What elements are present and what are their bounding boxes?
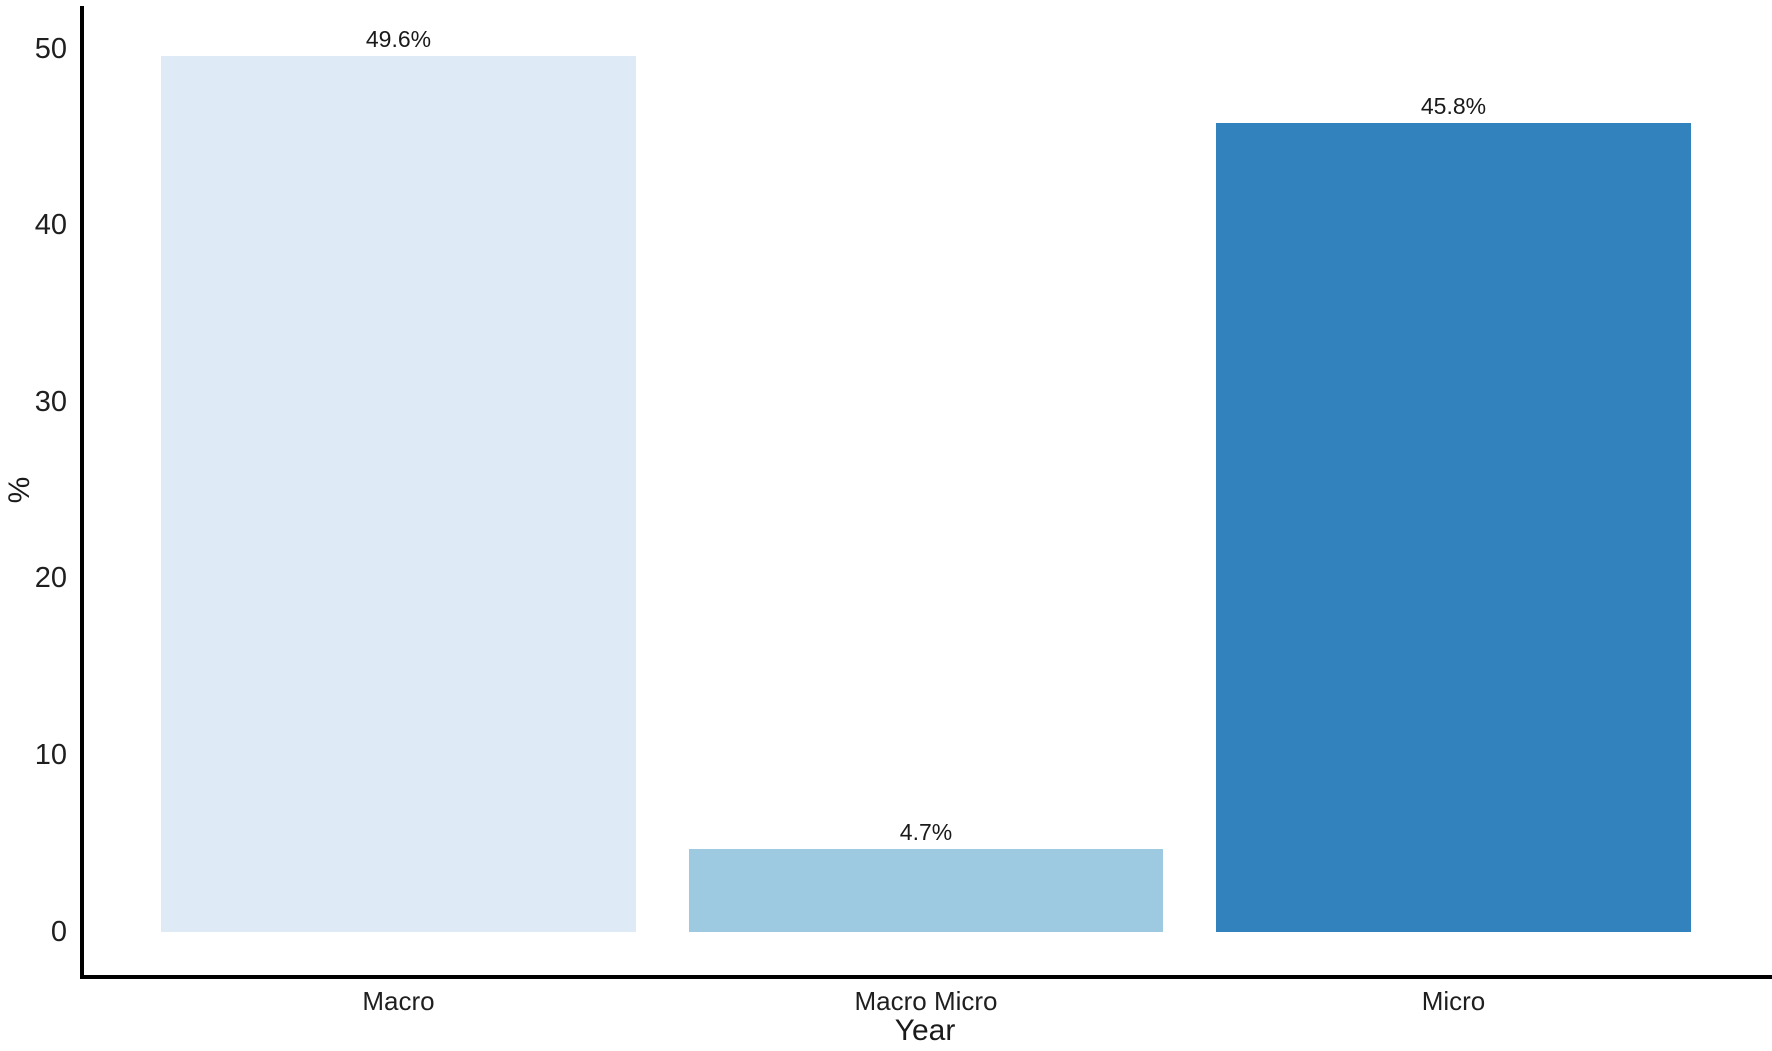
bar-macro (161, 56, 636, 932)
y-tick-label: 50 (34, 32, 67, 65)
bar-value-label: 4.7% (899, 818, 953, 845)
x-axis-line (80, 975, 1772, 979)
y-tick-label: 20 (34, 562, 67, 595)
x-tick-label: Macro (362, 986, 435, 1016)
y-tick-label: 30 (34, 385, 67, 418)
y-tick-label: 40 (34, 209, 67, 242)
y-axis-line (80, 6, 84, 979)
bar-macro-micro (688, 848, 1164, 932)
y-tick-label: 0 (50, 915, 67, 948)
x-tick-label: Micro (1421, 986, 1486, 1016)
x-axis-title: Year (894, 1014, 956, 1047)
bar-value-label: 49.6% (365, 26, 432, 53)
x-tick-label: Macro Micro (854, 986, 998, 1016)
bar-value-label: 45.8% (1420, 93, 1487, 120)
y-tick-label: 10 (34, 738, 67, 771)
y-axis-title: % (3, 476, 36, 504)
bar-micro (1216, 123, 1691, 932)
